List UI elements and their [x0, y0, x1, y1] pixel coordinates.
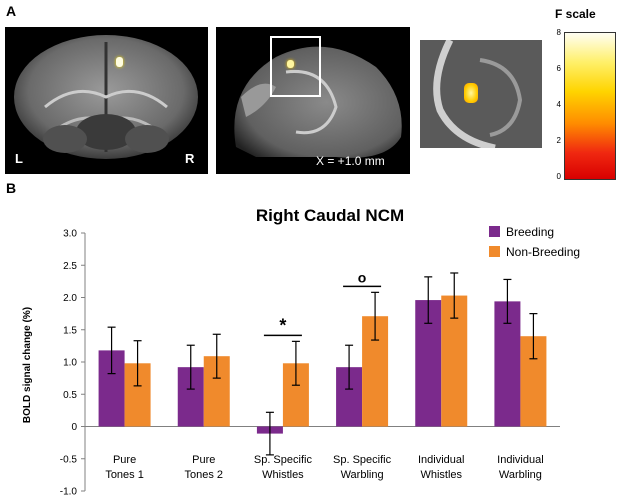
- significance-annotations: *o: [263, 269, 382, 337]
- category-label: Sp. Specific Whistles: [254, 454, 313, 481]
- bars-group: [98, 272, 547, 456]
- category-label: Individual Whistles: [418, 454, 464, 481]
- f-scale-tick: 8: [556, 28, 561, 37]
- y-tick-label: -0.5: [60, 454, 78, 465]
- significance-symbol: *: [279, 315, 286, 335]
- y-tick-label: -1.0: [60, 487, 78, 498]
- bold-bar-chart: Right Caudal NCM BOLD signal change (%) …: [22, 206, 580, 498]
- zoomed-scan-image: [420, 40, 542, 148]
- y-tick-label: 2.0: [63, 293, 77, 304]
- legend-swatch: [489, 246, 500, 257]
- y-tick-label: 2.5: [63, 261, 77, 272]
- category-label: Pure Tones 2: [184, 454, 223, 481]
- x-axis-labels: Pure Tones 1 Pure Tones 2 Sp. Specific Whistl…: [105, 454, 543, 481]
- left-hemisphere-label: L: [15, 151, 23, 166]
- y-tick-label: 1.0: [63, 358, 77, 369]
- chart-title: Right Caudal NCM: [256, 206, 404, 225]
- panel-a-label: A: [6, 3, 17, 19]
- legend: Breeding Non-Breeding: [489, 225, 580, 259]
- category-label: Pure Tones 1: [105, 454, 144, 481]
- f-scale-tick: 6: [556, 64, 561, 73]
- panel-b-label: B: [6, 180, 17, 196]
- y-axis-label: BOLD signal change (%): [22, 307, 33, 423]
- legend-label: Breeding: [506, 225, 554, 239]
- sagittal-scan-image: [234, 46, 402, 158]
- y-tick-label: 0: [71, 422, 77, 433]
- right-hemisphere-label: R: [185, 151, 195, 166]
- f-scale-tick: 2: [556, 136, 561, 145]
- legend-label: Non-Breeding: [506, 245, 580, 259]
- zoom-region-box: [270, 36, 321, 97]
- zoomed-brain-scan: [420, 40, 542, 148]
- y-tick-label: 3.0: [63, 229, 77, 240]
- sagittal-activation-spot: [287, 60, 294, 68]
- f-scale-colorbar: [564, 32, 616, 180]
- f-scale-tick: 0: [556, 172, 561, 181]
- coronal-brain-scan: L R: [5, 27, 208, 174]
- y-tick-label: 0.5: [63, 390, 77, 401]
- category-label: Sp. Specific Warbling: [333, 454, 392, 481]
- category-label: Individual Warbling: [497, 454, 543, 481]
- sagittal-brain-scan: X = +1.0 mm: [216, 27, 410, 174]
- zoomed-activation-spot: [464, 83, 478, 103]
- f-scale-title: F scale: [555, 7, 596, 21]
- y-tick-label: 1.5: [63, 325, 77, 336]
- y-axis: 3.0 2.5 2.0 1.5 1.0 0.5 0 -0.5 -1.0: [60, 229, 560, 498]
- slice-coordinate: X = +1.0 mm: [316, 154, 385, 168]
- coronal-activation-spot: [116, 57, 123, 67]
- coronal-scan-image: [14, 35, 198, 159]
- f-scale-tick: 4: [556, 100, 561, 109]
- significance-symbol: o: [358, 269, 367, 285]
- legend-swatch: [489, 226, 500, 237]
